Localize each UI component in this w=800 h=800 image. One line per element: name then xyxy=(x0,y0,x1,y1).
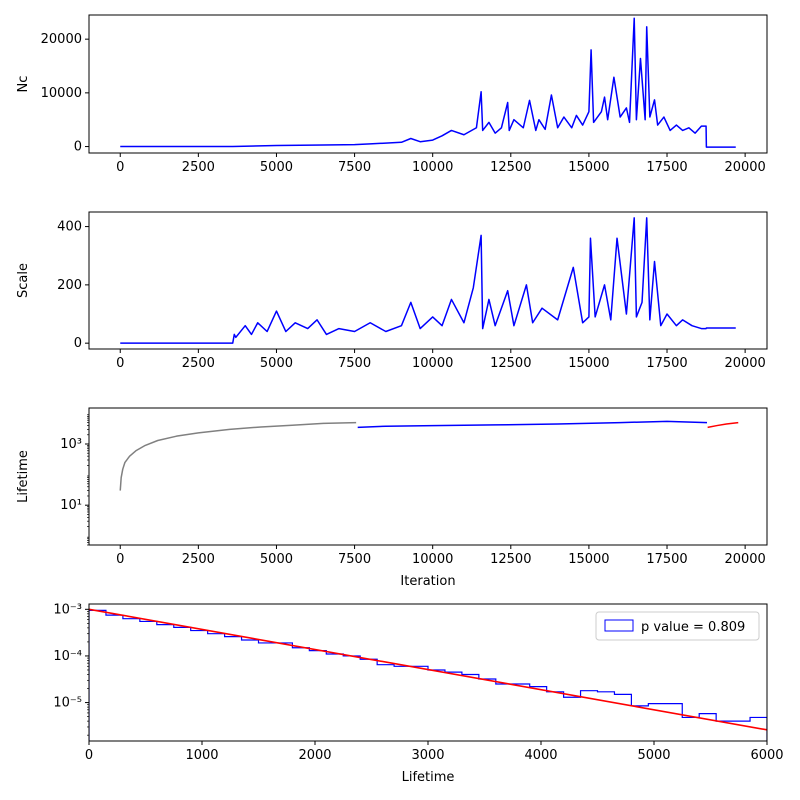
series-line-2 xyxy=(357,420,708,429)
x-tick-label: 20000 xyxy=(724,160,765,175)
x-tick-label: 2500 xyxy=(182,160,215,175)
axes-frame xyxy=(88,407,768,546)
y-tick-label: 20000 xyxy=(41,32,82,47)
x-tick-label: 0 xyxy=(116,552,124,567)
chart-panel-3: 0 2500 5000 7500 10000 12500 15000 17500 20000 10… xyxy=(16,407,768,589)
x-tick-label: 7500 xyxy=(338,160,371,175)
legend: p value = 0.809 xyxy=(595,611,760,641)
y-axis-label: Scale xyxy=(16,263,31,298)
legend-label: p value = 0.809 xyxy=(641,620,745,635)
x-tick-label: 10000 xyxy=(412,356,453,371)
y-tick-label: 10⁻⁵ xyxy=(53,696,82,711)
y-tick-label: 10⁻³ xyxy=(53,602,82,617)
y-axis-label: Lifetime xyxy=(16,450,31,503)
x-tick-label: 1000 xyxy=(185,748,218,763)
x-tick-label: 20000 xyxy=(724,552,765,567)
plot-area xyxy=(89,608,767,741)
y-tick-label: 10000 xyxy=(41,86,82,101)
y-tick-label: 400 xyxy=(57,220,82,235)
x-tick-label: 5000 xyxy=(260,552,293,567)
series-line-1 xyxy=(120,17,736,148)
x-tick-label: 15000 xyxy=(568,160,609,175)
y-tick-label: 10⁻⁴ xyxy=(53,649,82,664)
x-tick-label: 2500 xyxy=(182,356,215,371)
y-tick-label: 200 xyxy=(57,278,82,293)
y-tick-label: 0 xyxy=(74,140,82,155)
exponential-fit-line xyxy=(89,608,767,731)
x-tick-label: 2000 xyxy=(298,748,331,763)
axes-frame xyxy=(88,211,768,350)
y-axis-label: Nc xyxy=(16,76,31,93)
x-tick-label: 15000 xyxy=(568,356,609,371)
x-tick-label: 7500 xyxy=(338,356,371,371)
x-tick-label: 4000 xyxy=(524,748,557,763)
plot-area xyxy=(119,420,739,491)
series-line-1 xyxy=(120,217,736,344)
x-tick-label: 7500 xyxy=(338,552,371,567)
x-axis-label: Lifetime xyxy=(402,770,455,785)
chart-panel-4: 0 1000 2000 3000 4000 5000 6000 10⁻⁵ 10⁻⁴ 10⁻³ Lif… xyxy=(53,602,783,785)
plot-area xyxy=(120,17,736,148)
legend-box xyxy=(595,611,760,641)
y-tick-label: 10³ xyxy=(60,437,82,452)
x-tick-label: 0 xyxy=(116,160,124,175)
x-tick-label: 0 xyxy=(85,748,93,763)
x-tick-label: 17500 xyxy=(646,552,687,567)
x-tick-label: 6000 xyxy=(750,748,783,763)
x-tick-label: 3000 xyxy=(411,748,444,763)
x-tick-label: 20000 xyxy=(724,356,765,371)
histogram-step xyxy=(89,609,767,741)
x-tick-label: 10000 xyxy=(412,160,453,175)
x-tick-label: 5000 xyxy=(260,160,293,175)
x-tick-label: 5000 xyxy=(260,356,293,371)
x-tick-label: 10000 xyxy=(412,552,453,567)
series-line-1 xyxy=(119,421,357,491)
plot-area xyxy=(120,217,736,344)
x-tick-label: 17500 xyxy=(646,160,687,175)
axes-frame xyxy=(88,14,768,154)
x-tick-label: 12500 xyxy=(490,160,531,175)
series-line-3 xyxy=(707,421,739,429)
x-tick-label: 12500 xyxy=(490,552,531,567)
x-axis-label: Iteration xyxy=(400,574,455,589)
y-tick-label: 0 xyxy=(74,336,82,351)
x-tick-label: 12500 xyxy=(490,356,531,371)
legend-swatch xyxy=(604,619,634,632)
chart-panel-2: 0 2500 5000 7500 10000 12500 15000 17500 20000 0 2… xyxy=(16,211,768,371)
y-tick-label: 10¹ xyxy=(60,498,82,513)
x-tick-label: 15000 xyxy=(568,552,609,567)
x-tick-label: 17500 xyxy=(646,356,687,371)
x-tick-label: 2500 xyxy=(182,552,215,567)
x-tick-label: 5000 xyxy=(637,748,670,763)
chart-panel-1: 0 2500 5000 7500 10000 12500 15000 17500 20000 0 1… xyxy=(16,14,768,175)
x-tick-label: 0 xyxy=(116,356,124,371)
